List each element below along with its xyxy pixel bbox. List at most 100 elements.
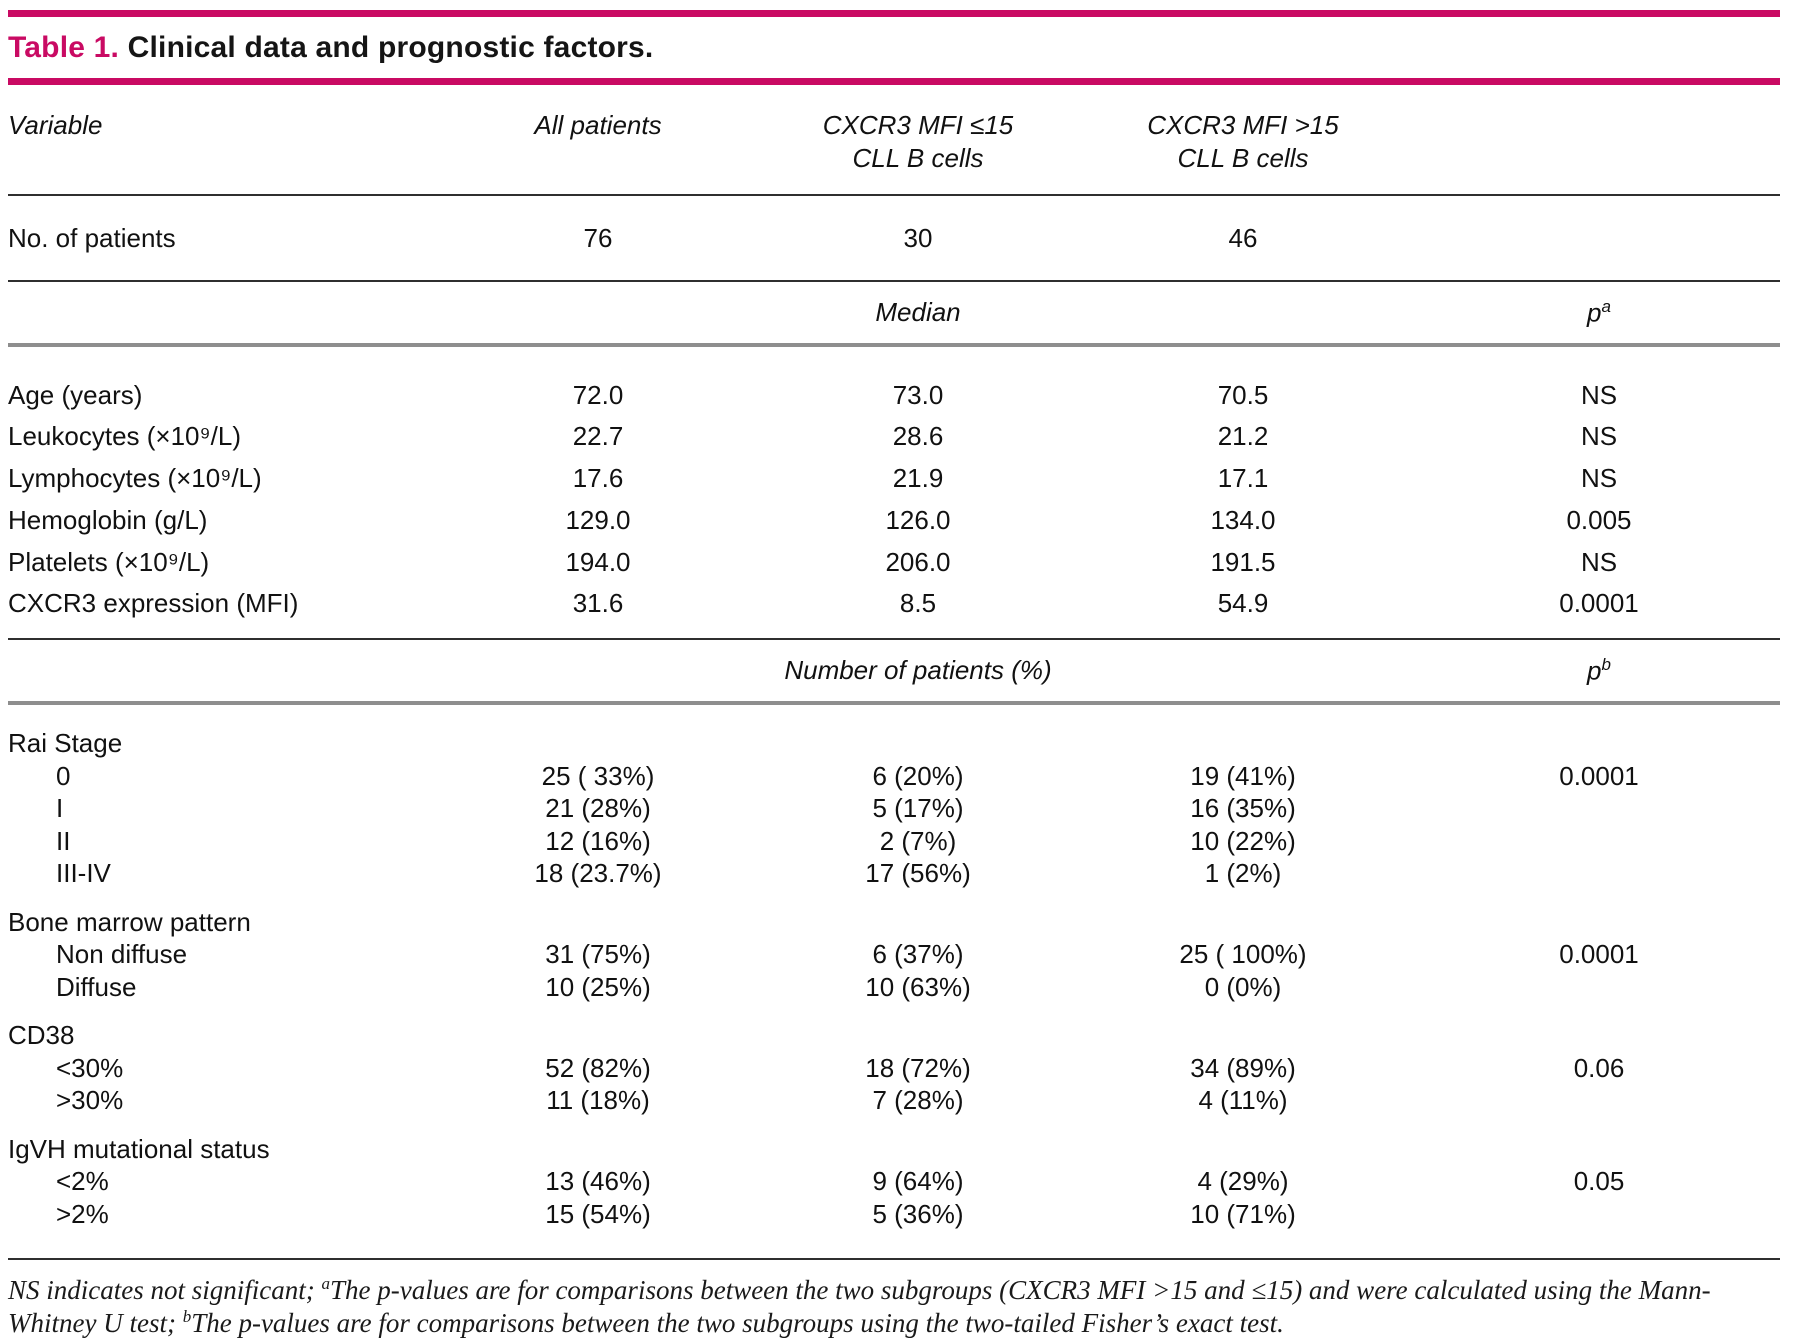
cell-lymphocytes-high: 17.1 xyxy=(1217,462,1269,493)
column-header-cxcr3-low: CXCR3 MFI ≤15 CLL B cells xyxy=(768,85,1068,196)
row-lymphocytes: Lymphocytes (×10⁹/L) 17.6 21.9 17.1 NS xyxy=(8,457,1780,499)
cell-nondiffuse-high: 25 ( 100%) xyxy=(1179,939,1307,969)
table-title: Table 1. Clinical data and prognostic fa… xyxy=(8,31,1780,65)
row-igvh-gt2: >2% 15 (54%) 5 (36%) 10 (71%) xyxy=(8,1197,1780,1260)
row-label: Non diffuse xyxy=(56,939,188,969)
spacer-cell xyxy=(1068,639,1418,705)
row-label: <30% xyxy=(56,1052,124,1083)
group-igvh-status: IgVH mutational status xyxy=(8,1117,1780,1166)
spacer-cell xyxy=(8,281,428,347)
row-rai-0: 0 25 ( 33%) 6 (20%) 19 (41%) 0.0001 xyxy=(8,760,1780,793)
cell-hemoglobin-all: 129.0 xyxy=(565,504,631,535)
cell-rai0-low: 6 (20%) xyxy=(872,760,964,791)
cell-rai2-low: 2 (7%) xyxy=(879,825,957,856)
cell-cxcr3-low: 8.5 xyxy=(768,583,1068,640)
cell-igvhlt-low: 9 (64%) xyxy=(872,1166,964,1196)
row-non-diffuse: Non diffuse 31 (75%) 6 (37%) 25 ( 100%) … xyxy=(8,938,1780,971)
cell-platelets-p: NS xyxy=(1580,546,1618,577)
p-value-column-header-b: pb xyxy=(1418,639,1780,705)
cell-count-low: 30 xyxy=(768,195,1068,282)
cell-leukocytes-p: NS xyxy=(1580,420,1618,451)
column-header-row: Variable All patients CXCR3 MFI ≤15 CLL B… xyxy=(8,85,1780,196)
group-label: Rai Stage xyxy=(8,728,123,758)
row-label: >2% xyxy=(8,1197,428,1260)
cell-rai34-high: 1 (2%) xyxy=(1204,858,1282,888)
cell-nondiffuse-p: 0.0001 xyxy=(1559,939,1639,969)
caption-accent-rule xyxy=(8,78,1780,85)
cell-rai34-all: 18 (23.7%) xyxy=(534,858,662,888)
cell-leukocytes-low: 28.6 xyxy=(892,420,944,451)
cell-igvhgt-low: 5 (36%) xyxy=(768,1197,1068,1260)
row-label: CXCR3 expression (MFI) xyxy=(8,583,428,640)
cell-cd38lt-low: 18 (72%) xyxy=(865,1052,971,1083)
row-rai-3-4: III-IV 18 (23.7%) 17 (56%) 1 (2%) xyxy=(8,857,1780,890)
cell-rai34-p xyxy=(1418,857,1780,890)
footnote-text-2: The p-values are for comparisons between… xyxy=(8,1275,1711,1338)
row-label: Age (years) xyxy=(8,379,143,410)
cell-platelets-all: 194.0 xyxy=(565,546,631,577)
table-figure: Table 1. Clinical data and prognostic fa… xyxy=(8,0,1780,1340)
cell-rai2-high: 10 (22%) xyxy=(1190,825,1296,856)
cell-diffuse-p xyxy=(1418,971,1780,1004)
row-label: <2% xyxy=(56,1166,109,1196)
cell-cd38gt-all: 11 (18%) xyxy=(546,1085,650,1115)
row-leukocytes: Leukocytes (×10⁹/L) 22.7 28.6 21.2 NS xyxy=(8,415,1780,457)
footnote-superscript-b: b xyxy=(182,1306,192,1326)
group-bone-marrow-pattern: Bone marrow pattern xyxy=(8,890,1780,939)
cell-platelets-low: 206.0 xyxy=(885,546,951,577)
row-cd38-lt30: <30% 52 (82%) 18 (72%) 34 (89%) 0.06 xyxy=(8,1052,1780,1085)
cell-hemoglobin-low: 126.0 xyxy=(885,504,951,535)
row-label: 0 xyxy=(56,760,71,791)
cell-rai1-high: 16 (35%) xyxy=(1190,793,1296,823)
row-label: >30% xyxy=(56,1085,124,1115)
median-section-title: Median xyxy=(768,281,1068,347)
cell-rai1-low: 5 (17%) xyxy=(872,793,964,823)
cell-igvhlt-high: 4 (29%) xyxy=(1197,1166,1289,1196)
cell-rai1-p xyxy=(1418,792,1780,825)
row-label: Leukocytes (×10⁹/L) xyxy=(8,420,241,451)
count-section-header-row: Number of patients (%) pb xyxy=(8,639,1780,705)
group-label: IgVH mutational status xyxy=(8,1133,270,1164)
row-label: No. of patients xyxy=(8,195,428,282)
cell-age-p: NS xyxy=(1580,379,1618,410)
row-igvh-lt2: <2% 13 (46%) 9 (64%) 4 (29%) 0.05 xyxy=(8,1165,1780,1198)
cell-age-high: 70.5 xyxy=(1217,379,1269,410)
row-hemoglobin: Hemoglobin (g/L) 129.0 126.0 134.0 0.005 xyxy=(8,499,1780,541)
cell-age-low: 73.0 xyxy=(892,379,944,410)
clinical-data-table: Variable All patients CXCR3 MFI ≤15 CLL B… xyxy=(8,85,1780,1260)
cell-igvhgt-p xyxy=(1418,1197,1780,1260)
spacer-cell xyxy=(428,281,768,347)
cell-rai0-p: 0.0001 xyxy=(1559,760,1639,791)
cell-diffuse-low: 10 (63%) xyxy=(865,971,971,1002)
row-label: Platelets (×10⁹/L) xyxy=(8,546,210,577)
row-age: Age (years) 72.0 73.0 70.5 NS xyxy=(8,345,1780,415)
cell-platelets-high: 191.5 xyxy=(1210,546,1276,577)
table-caption: Table 1. Clinical data and prognostic fa… xyxy=(8,17,1780,78)
cell-lymphocytes-p: NS xyxy=(1580,462,1618,493)
p-label: p xyxy=(1587,655,1602,686)
cell-rai1-all: 21 (28%) xyxy=(545,793,651,823)
p-value-column-header-a: pa xyxy=(1418,281,1780,347)
cell-rai2-all: 12 (16%) xyxy=(545,825,651,856)
column-header-empty xyxy=(1418,85,1780,196)
row-rai-1: I 21 (28%) 5 (17%) 16 (35%) xyxy=(8,792,1780,825)
cell-igvhlt-all: 13 (46%) xyxy=(545,1166,651,1196)
cell-count-p xyxy=(1418,195,1780,282)
row-label: Diffuse xyxy=(56,971,137,1002)
group-rai-stage: Rai Stage xyxy=(8,703,1780,760)
p-label: p xyxy=(1587,297,1602,328)
cell-rai0-high: 19 (41%) xyxy=(1190,760,1296,791)
cell-cd38lt-high: 34 (89%) xyxy=(1190,1052,1296,1083)
spacer-cell xyxy=(1068,281,1418,347)
group-label: CD38 xyxy=(8,1020,75,1050)
cell-age-all: 72.0 xyxy=(572,379,624,410)
cell-igvhlt-p: 0.05 xyxy=(1573,1166,1625,1196)
p-superscript-b: b xyxy=(1601,654,1611,674)
footnote-superscript-a: a xyxy=(321,1274,330,1293)
top-accent-rule xyxy=(8,10,1780,17)
cell-rai0-all: 25 ( 33%) xyxy=(541,760,655,791)
cell-diffuse-high: 0 (0%) xyxy=(1204,971,1282,1002)
row-platelets: Platelets (×10⁹/L) 194.0 206.0 191.5 NS xyxy=(8,541,1780,583)
cell-cxcr3-high: 54.9 xyxy=(1068,583,1418,640)
cell-hemoglobin-p: 0.005 xyxy=(1566,504,1632,535)
